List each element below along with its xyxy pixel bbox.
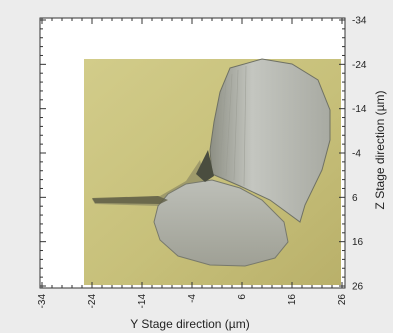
y-tick-label: -4 [352, 149, 361, 160]
y-axis-tick-labels: -34 -24 -14 -4 6 16 26 [352, 16, 367, 293]
x-tick-label: 26 [337, 294, 348, 306]
y-tick-label: -24 [352, 60, 367, 71]
x-tick-label: 6 [237, 294, 248, 300]
x-tick-label: -24 [87, 294, 98, 309]
y-axis-label: Z Stage direction (µm) [373, 91, 387, 210]
micrograph-image [84, 59, 341, 285]
x-tick-label: 16 [287, 294, 298, 306]
x-axis-label: Y Stage direction (µm) [130, 317, 249, 331]
y-tick-label: 16 [352, 237, 364, 248]
y-tick-label: 6 [352, 193, 358, 204]
x-tick-label: -14 [137, 294, 148, 309]
x-tick-label: -4 [187, 294, 198, 303]
y-tick-label: -34 [352, 16, 367, 27]
x-tick-label: -34 [37, 294, 48, 309]
y-tick-label: -14 [352, 104, 367, 115]
x-axis-tick-labels: -34 -24 -14 -4 6 16 26 [37, 294, 348, 309]
y-tick-label: 26 [352, 282, 364, 293]
